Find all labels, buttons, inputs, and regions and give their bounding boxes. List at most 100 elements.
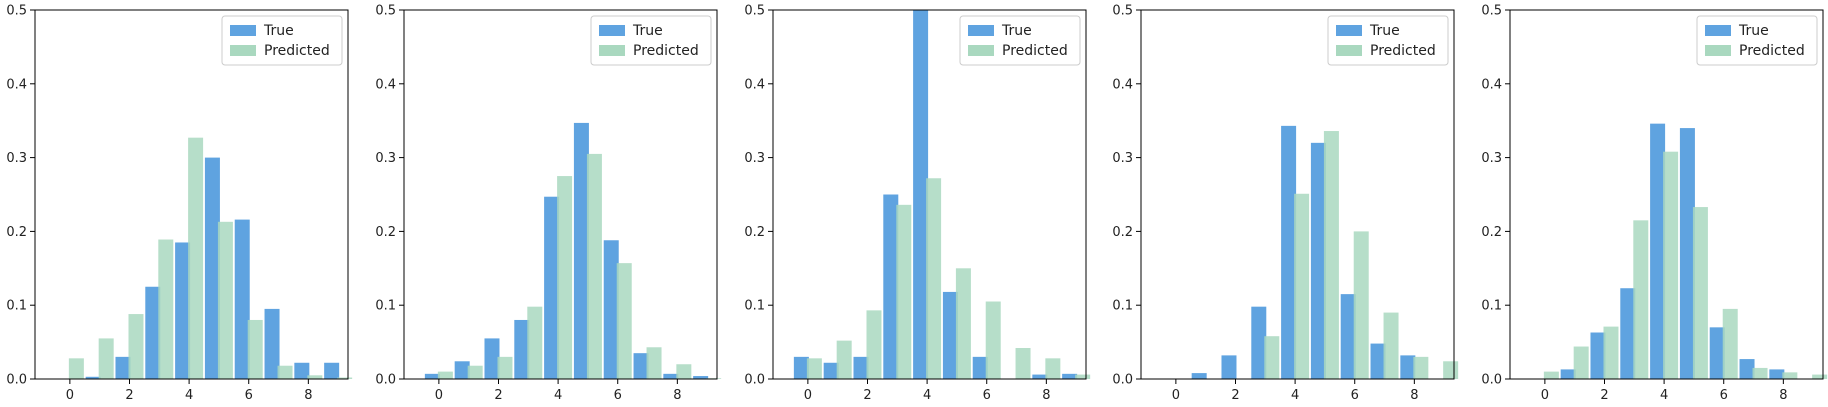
x-tick-label: 0 bbox=[1172, 388, 1180, 403]
legend-label-true: True bbox=[263, 23, 294, 39]
x-tick-label: 8 bbox=[673, 388, 681, 403]
x-tick-label: 6 bbox=[614, 388, 622, 403]
legend-swatch-true bbox=[599, 25, 625, 36]
y-tick-label: 0.3 bbox=[744, 151, 765, 166]
bar-predicted-6 bbox=[1353, 231, 1369, 379]
bar-true-4 bbox=[175, 242, 191, 379]
x-tick-label: 4 bbox=[554, 388, 562, 403]
y-tick-label: 0.2 bbox=[375, 225, 396, 240]
axes-frame bbox=[772, 9, 1087, 380]
bar-true-8 bbox=[1400, 355, 1416, 379]
x-tick-label: 6 bbox=[245, 388, 253, 403]
bar-true-9 bbox=[324, 362, 340, 379]
y-tick-label: 0.5 bbox=[6, 4, 27, 19]
bar-predicted-4 bbox=[188, 137, 204, 379]
x-tick-label: 6 bbox=[1720, 388, 1728, 403]
bar-true-1 bbox=[1191, 373, 1207, 379]
bar-predicted-2 bbox=[1603, 326, 1619, 379]
y-tick-label: 0.2 bbox=[1112, 225, 1133, 240]
x-tick-label: 2 bbox=[125, 388, 133, 403]
bar-true-5 bbox=[942, 291, 958, 379]
bar-true-3 bbox=[1620, 288, 1636, 379]
bar-true-0 bbox=[424, 373, 440, 379]
bar-true-3 bbox=[883, 194, 899, 379]
bar-true-4 bbox=[1281, 125, 1297, 379]
x-tick-label: 0 bbox=[1541, 388, 1549, 403]
legend-swatch-true bbox=[1336, 25, 1362, 36]
y-tick-label: 0.2 bbox=[6, 225, 27, 240]
y-tick-label: 0.1 bbox=[744, 299, 765, 314]
legend-label-predicted: Predicted bbox=[264, 43, 330, 59]
y-tick-label: 0.4 bbox=[744, 77, 765, 92]
bar-true-6 bbox=[1340, 294, 1356, 379]
bar-true-3 bbox=[145, 286, 161, 379]
legend: True Predicted bbox=[221, 15, 343, 66]
bar-predicted-1 bbox=[98, 338, 114, 379]
legend-label-predicted: Predicted bbox=[1370, 43, 1436, 59]
bar-true-7 bbox=[1739, 359, 1755, 379]
subplot-5: 0.0 0.1 0.2 0.3 0.4 0.5 0 2 4 6 8 True Predicted bbox=[1481, 4, 1828, 403]
y-tick-label: 0.3 bbox=[6, 151, 27, 166]
bar-true-1 bbox=[85, 376, 101, 379]
x-tick-label: 0 bbox=[435, 388, 443, 403]
bar-predicted-7 bbox=[1383, 312, 1399, 379]
bar-true-0 bbox=[793, 356, 809, 379]
bar-predicted-5 bbox=[217, 221, 233, 379]
bar-predicted-9 bbox=[337, 377, 353, 379]
legend-swatch-predicted bbox=[1705, 45, 1731, 56]
legend-swatch-true bbox=[968, 25, 994, 36]
legend-swatch-predicted bbox=[1336, 45, 1362, 56]
bar-predicted-4 bbox=[1663, 151, 1679, 379]
bar-true-2 bbox=[853, 356, 869, 379]
x-tick-label: 4 bbox=[923, 388, 931, 403]
y-tick-label: 0.4 bbox=[1481, 77, 1502, 92]
bar-true-5 bbox=[1679, 128, 1695, 379]
subplot-4: 0.0 0.1 0.2 0.3 0.4 0.5 0 2 4 6 8 True Predicted bbox=[1112, 4, 1459, 403]
bar-true-7 bbox=[264, 308, 280, 379]
bar-true-9 bbox=[693, 376, 709, 379]
bar-true-8 bbox=[1769, 369, 1785, 379]
legend: True Predicted bbox=[1696, 15, 1818, 66]
x-tick-label: 8 bbox=[304, 388, 312, 403]
bar-predicted-0 bbox=[1543, 371, 1559, 379]
legend-label-true: True bbox=[1369, 23, 1400, 39]
y-tick-label: 0.1 bbox=[375, 299, 396, 314]
legend-swatch-true bbox=[230, 25, 256, 36]
bar-true-8 bbox=[663, 373, 679, 379]
y-tick-label: 0.1 bbox=[1112, 299, 1133, 314]
y-tick-label: 0.4 bbox=[375, 77, 396, 92]
y-tick-label: 0.3 bbox=[1481, 151, 1502, 166]
x-tick-label: 6 bbox=[1351, 388, 1359, 403]
y-tick-label: 0.5 bbox=[1481, 4, 1502, 19]
bar-predicted-5 bbox=[955, 268, 971, 379]
y-tick-label: 0.5 bbox=[1112, 4, 1133, 19]
bar-predicted-7 bbox=[646, 347, 662, 379]
bar-true-7 bbox=[1370, 343, 1386, 379]
bar-predicted-1 bbox=[836, 340, 852, 379]
legend-swatch-predicted bbox=[599, 45, 625, 56]
y-tick-label: 0.1 bbox=[6, 299, 27, 314]
bar-true-1 bbox=[454, 361, 470, 379]
legend-label-predicted: Predicted bbox=[633, 43, 699, 59]
x-tick-label: 2 bbox=[1600, 388, 1608, 403]
bar-true-2 bbox=[115, 356, 131, 379]
legend-label-true: True bbox=[1001, 23, 1032, 39]
bar-predicted-3 bbox=[527, 306, 543, 379]
subplot-2: 0.0 0.1 0.2 0.3 0.4 0.5 0 2 4 6 8 True Predicted bbox=[375, 4, 722, 403]
bar-true-1 bbox=[1560, 369, 1576, 379]
x-tick-label: 2 bbox=[494, 388, 502, 403]
bar-true-5 bbox=[204, 157, 220, 379]
bar-predicted-6 bbox=[985, 301, 1001, 379]
x-tick-label: 2 bbox=[1231, 388, 1239, 403]
bar-true-2 bbox=[1221, 355, 1237, 379]
bar-predicted-3 bbox=[158, 239, 174, 379]
bar-predicted-9 bbox=[1443, 361, 1459, 379]
bar-predicted-2 bbox=[497, 356, 513, 379]
bar-true-3 bbox=[1251, 306, 1267, 379]
bar-predicted-3 bbox=[1633, 220, 1649, 379]
legend: True Predicted bbox=[590, 15, 712, 66]
bar-predicted-0 bbox=[437, 371, 453, 379]
bar-true-2 bbox=[484, 338, 500, 379]
bar-predicted-2 bbox=[866, 310, 882, 379]
bar-predicted-9 bbox=[1812, 374, 1828, 379]
